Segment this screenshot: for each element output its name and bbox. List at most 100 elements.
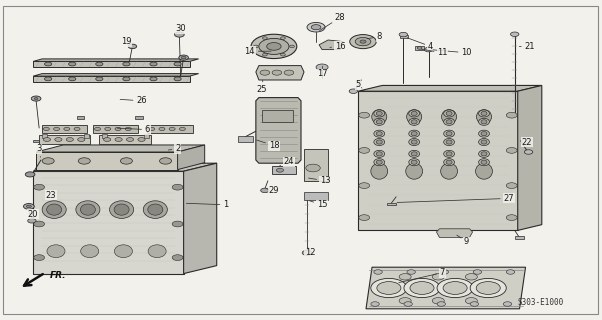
Ellipse shape bbox=[81, 245, 99, 258]
Circle shape bbox=[172, 221, 183, 227]
Ellipse shape bbox=[76, 201, 100, 218]
Bar bbox=[232, 82, 349, 312]
Circle shape bbox=[150, 62, 157, 66]
Ellipse shape bbox=[477, 109, 491, 124]
Text: 21: 21 bbox=[520, 42, 535, 51]
Polygon shape bbox=[147, 125, 193, 133]
Polygon shape bbox=[42, 125, 87, 133]
Text: 8: 8 bbox=[367, 32, 382, 41]
Ellipse shape bbox=[446, 120, 452, 124]
Ellipse shape bbox=[374, 159, 385, 166]
Ellipse shape bbox=[411, 120, 417, 124]
Circle shape bbox=[506, 183, 517, 188]
Bar bbox=[77, 116, 84, 119]
Ellipse shape bbox=[47, 204, 61, 215]
Bar bbox=[144, 134, 149, 138]
Circle shape bbox=[55, 138, 62, 141]
Ellipse shape bbox=[114, 204, 129, 215]
Circle shape bbox=[34, 184, 45, 190]
Ellipse shape bbox=[80, 204, 95, 215]
Bar bbox=[84, 134, 89, 138]
Ellipse shape bbox=[476, 163, 492, 179]
Bar bbox=[135, 116, 143, 119]
Circle shape bbox=[115, 138, 122, 141]
Text: 29: 29 bbox=[267, 186, 279, 195]
Text: 22: 22 bbox=[521, 138, 532, 147]
Ellipse shape bbox=[409, 139, 420, 146]
Ellipse shape bbox=[446, 152, 452, 156]
Circle shape bbox=[410, 282, 434, 294]
Polygon shape bbox=[184, 163, 217, 274]
Circle shape bbox=[96, 77, 103, 81]
Ellipse shape bbox=[371, 163, 388, 179]
Ellipse shape bbox=[481, 160, 487, 164]
Circle shape bbox=[267, 43, 281, 50]
Circle shape bbox=[377, 282, 401, 294]
Circle shape bbox=[181, 56, 186, 59]
Ellipse shape bbox=[409, 118, 420, 125]
Ellipse shape bbox=[481, 111, 487, 116]
Polygon shape bbox=[256, 66, 304, 80]
Text: S303-E1000: S303-E1000 bbox=[518, 298, 564, 307]
Text: 24: 24 bbox=[279, 157, 294, 166]
Circle shape bbox=[78, 158, 90, 164]
Text: 27: 27 bbox=[397, 194, 514, 203]
Circle shape bbox=[432, 298, 444, 304]
Circle shape bbox=[465, 298, 477, 304]
Text: 11: 11 bbox=[421, 48, 448, 57]
Circle shape bbox=[470, 302, 479, 306]
Bar bbox=[400, 35, 408, 38]
Circle shape bbox=[179, 55, 188, 60]
Polygon shape bbox=[33, 59, 199, 61]
Circle shape bbox=[179, 127, 185, 131]
Circle shape bbox=[126, 138, 134, 141]
Circle shape bbox=[34, 98, 38, 100]
Ellipse shape bbox=[114, 245, 132, 258]
Circle shape bbox=[45, 77, 52, 81]
Ellipse shape bbox=[444, 110, 455, 117]
Circle shape bbox=[359, 148, 370, 153]
Bar bbox=[42, 134, 47, 138]
Circle shape bbox=[306, 164, 320, 172]
Polygon shape bbox=[33, 171, 184, 274]
Circle shape bbox=[399, 298, 411, 304]
Ellipse shape bbox=[143, 201, 167, 218]
Circle shape bbox=[174, 62, 181, 66]
Polygon shape bbox=[238, 136, 253, 142]
Circle shape bbox=[276, 168, 284, 172]
Text: 4: 4 bbox=[407, 38, 433, 51]
Ellipse shape bbox=[374, 139, 385, 146]
Ellipse shape bbox=[411, 140, 417, 144]
Text: FR.: FR. bbox=[50, 271, 66, 280]
Circle shape bbox=[281, 53, 285, 56]
Circle shape bbox=[510, 32, 519, 36]
Circle shape bbox=[149, 127, 155, 131]
Text: 10: 10 bbox=[433, 48, 472, 57]
Ellipse shape bbox=[479, 130, 489, 137]
Ellipse shape bbox=[444, 159, 455, 166]
Polygon shape bbox=[256, 98, 301, 163]
Ellipse shape bbox=[409, 130, 420, 137]
Circle shape bbox=[503, 302, 512, 306]
Circle shape bbox=[350, 35, 376, 49]
Ellipse shape bbox=[406, 163, 423, 179]
Circle shape bbox=[43, 127, 49, 131]
Polygon shape bbox=[36, 152, 178, 170]
Circle shape bbox=[374, 270, 382, 274]
Ellipse shape bbox=[47, 245, 65, 258]
Circle shape bbox=[360, 40, 366, 43]
Polygon shape bbox=[33, 76, 190, 82]
Circle shape bbox=[253, 45, 258, 48]
Ellipse shape bbox=[376, 132, 382, 136]
Bar bbox=[415, 46, 424, 50]
Polygon shape bbox=[358, 85, 542, 91]
Text: 9: 9 bbox=[457, 235, 469, 246]
Circle shape bbox=[359, 183, 370, 188]
Circle shape bbox=[404, 302, 412, 306]
Text: 19: 19 bbox=[121, 37, 132, 46]
Polygon shape bbox=[33, 61, 190, 67]
Circle shape bbox=[34, 255, 45, 260]
Circle shape bbox=[69, 62, 76, 66]
Circle shape bbox=[54, 127, 60, 131]
Polygon shape bbox=[93, 125, 138, 133]
